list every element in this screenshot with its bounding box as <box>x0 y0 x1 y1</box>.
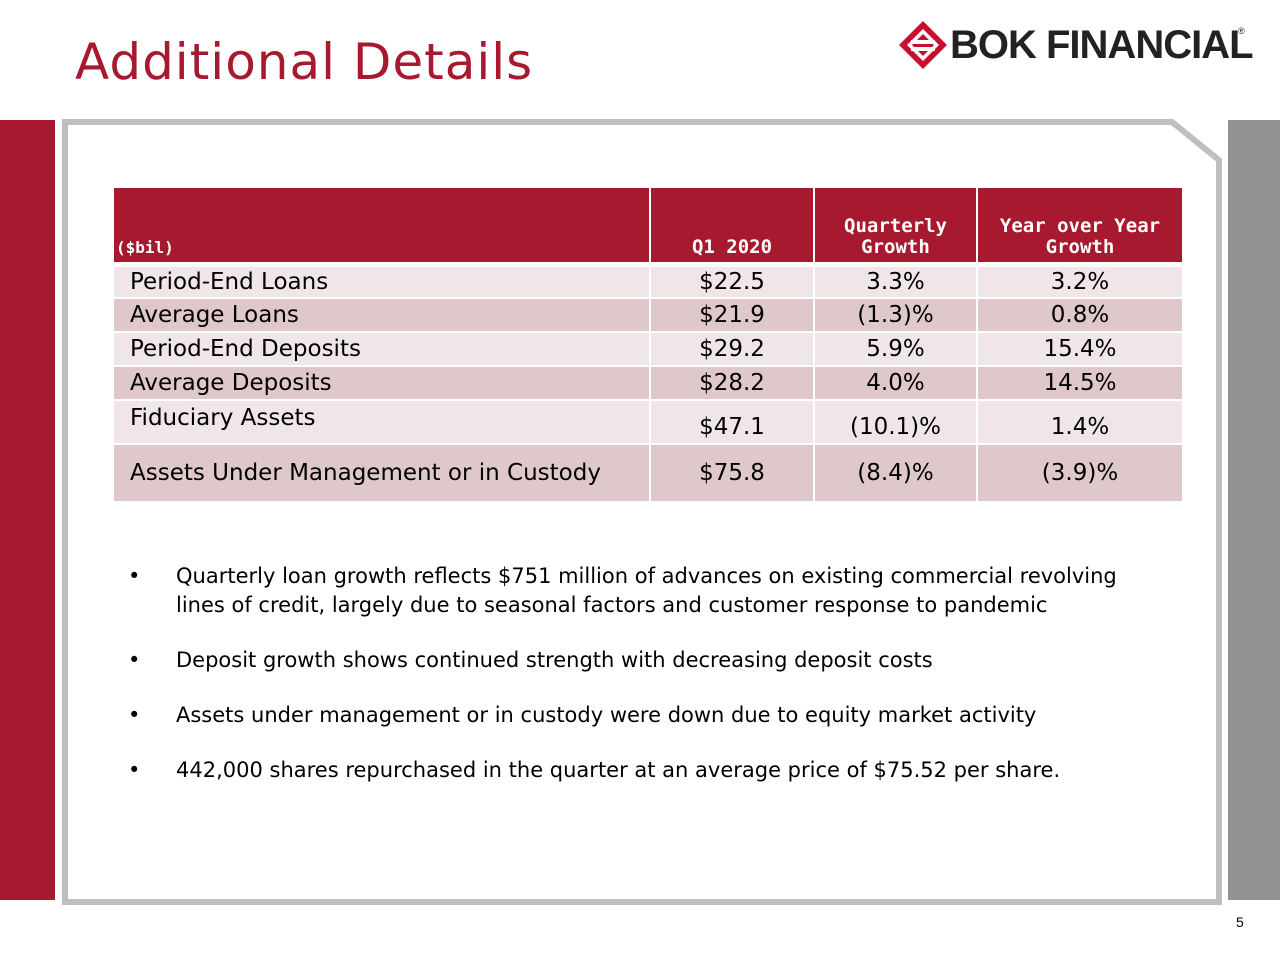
bullet-dot: • <box>128 648 141 672</box>
header-unit: ($bil) <box>114 188 651 267</box>
row-label: Average Loans <box>114 298 651 333</box>
bullet-dot: • <box>128 564 141 588</box>
row-quarterly-growth: (10.1)% <box>814 400 978 445</box>
bok-diamond-logo-icon <box>899 21 947 69</box>
row-q1-2020: $29.2 <box>650 332 815 367</box>
table-row: Period-End Loans $22.5 3.3% 3.2% <box>114 264 1182 299</box>
table-row: Period-End Deposits $29.2 5.9% 15.4% <box>114 332 1182 367</box>
header-q1-2020: Q1 2020 <box>650 188 815 267</box>
row-q1-2020: $75.8 <box>650 444 815 503</box>
row-q1-2020: $22.5 <box>650 264 815 299</box>
row-label: Average Deposits <box>114 366 651 401</box>
bullet-dot: • <box>128 703 141 727</box>
row-quarterly-growth: 3.3% <box>814 264 978 299</box>
row-yoy-growth: 15.4% <box>977 332 1182 367</box>
row-label: Period-End Deposits <box>114 332 651 367</box>
row-label: Period-End Loans <box>114 264 651 299</box>
bullet-text: Assets under management or in custody we… <box>176 703 1037 727</box>
bullet-item: • 442,000 shares repurchased in the quar… <box>128 756 1148 785</box>
table-header-row: ($bil) Q1 2020 Quarterly Growth Year over… <box>114 188 1182 267</box>
bullet-dot: • <box>128 758 141 782</box>
bullet-item: • Deposit growth shows continued strengt… <box>128 646 1148 675</box>
bullet-text: 442,000 shares repurchased in the quarte… <box>176 758 1061 782</box>
bullet-item: • Quarterly loan growth reflects $751 mi… <box>128 562 1148 620</box>
bullet-text: Quarterly loan growth reflects $751 mill… <box>176 564 1117 617</box>
row-q1-2020: $47.1 <box>650 400 815 445</box>
bok-financial-logo: BOK FINANCIAL ® <box>898 20 1254 70</box>
table-row: Average Loans $21.9 (1.3)% 0.8% <box>114 298 1182 333</box>
row-quarterly-growth: (1.3)% <box>814 298 978 333</box>
table-row: Average Deposits $28.2 4.0% 14.5% <box>114 366 1182 401</box>
header-quarterly-growth: Quarterly Growth <box>814 188 978 267</box>
row-yoy-growth: 14.5% <box>977 366 1182 401</box>
logo-text: BOK FINANCIAL <box>950 23 1254 67</box>
right-gray-bar <box>1228 120 1280 900</box>
row-yoy-growth: 0.8% <box>977 298 1182 333</box>
bullet-item: • Assets under management or in custody … <box>128 701 1148 730</box>
page-number: 5 <box>1236 914 1244 930</box>
row-quarterly-growth: (8.4)% <box>814 444 978 503</box>
bullet-list: • Quarterly loan growth reflects $751 mi… <box>128 562 1148 811</box>
row-quarterly-growth: 4.0% <box>814 366 978 401</box>
table-row: Fiduciary Assets $47.1 (10.1)% 1.4% <box>114 400 1182 445</box>
left-accent-bar <box>0 120 55 900</box>
row-yoy-growth: 3.2% <box>977 264 1182 299</box>
header-yoy-growth: Year over Year Growth <box>977 188 1182 267</box>
financial-details-table: ($bil) Q1 2020 Quarterly Growth Year over… <box>114 188 1182 503</box>
row-q1-2020: $28.2 <box>650 366 815 401</box>
bullet-text: Deposit growth shows continued strength … <box>176 648 933 672</box>
slide-title: Additional Details <box>75 33 534 91</box>
row-yoy-growth: (3.9)% <box>977 444 1182 503</box>
logo-registered-mark: ® <box>1238 26 1245 36</box>
row-label: Assets Under Management or in Custody <box>114 444 651 503</box>
row-label: Fiduciary Assets <box>114 400 651 445</box>
row-quarterly-growth: 5.9% <box>814 332 978 367</box>
row-yoy-growth: 1.4% <box>977 400 1182 445</box>
table-row: Assets Under Management or in Custody $7… <box>114 444 1182 503</box>
row-q1-2020: $21.9 <box>650 298 815 333</box>
